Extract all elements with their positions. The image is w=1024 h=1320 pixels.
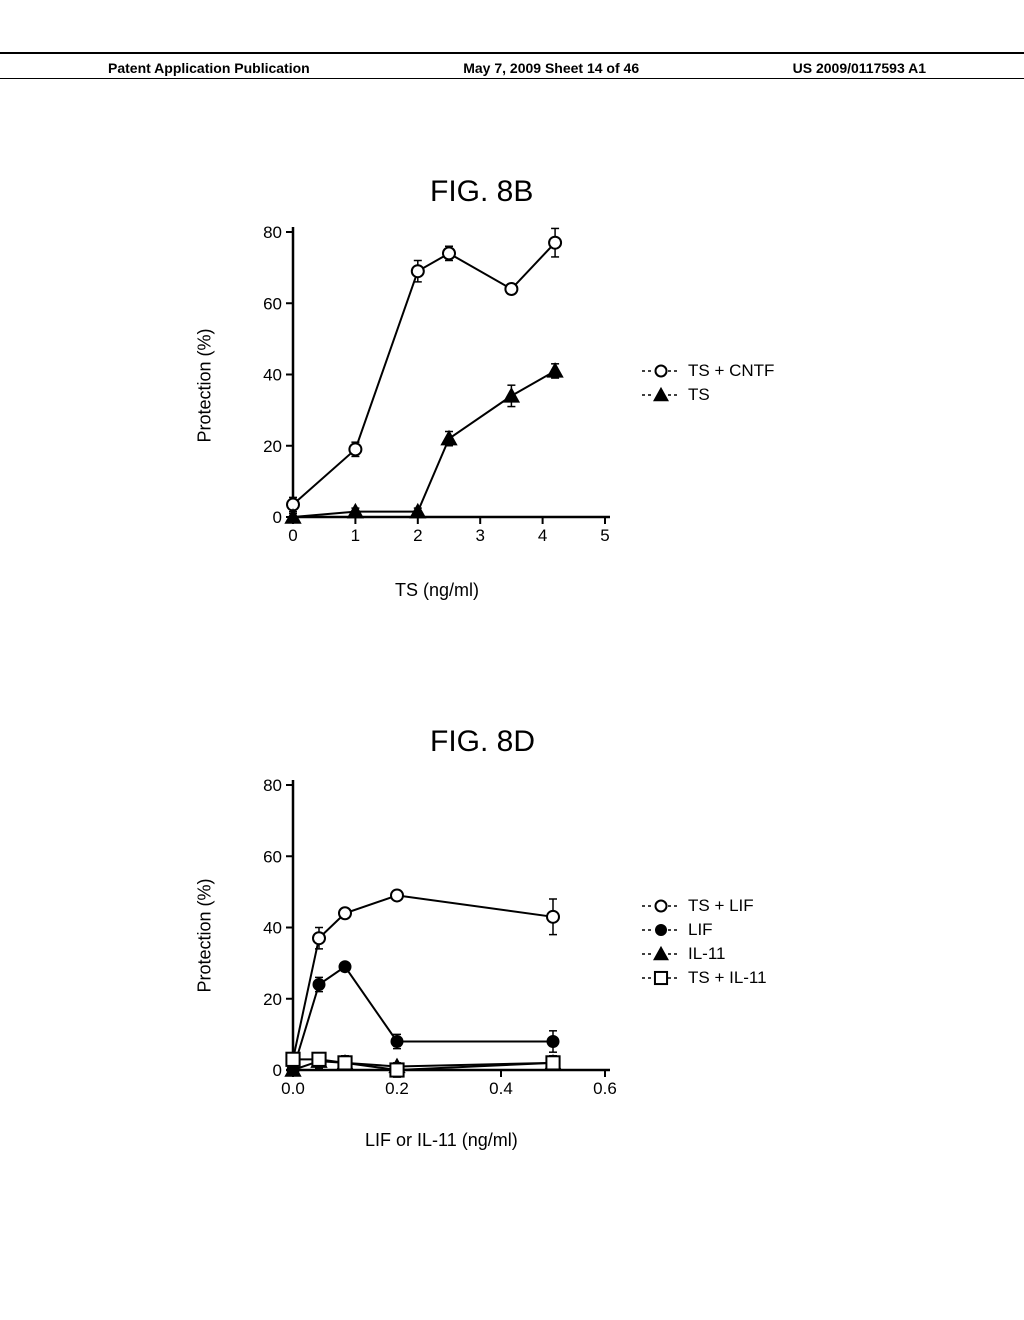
fig8b-xlabel: TS (ng/ml) bbox=[395, 580, 479, 601]
legend-marker-icon bbox=[640, 386, 682, 404]
svg-text:60: 60 bbox=[263, 847, 282, 866]
svg-text:60: 60 bbox=[263, 294, 282, 313]
header-rule bbox=[0, 78, 1024, 79]
legend-8b: TS + CNTF TS bbox=[640, 360, 774, 408]
svg-text:40: 40 bbox=[263, 366, 282, 385]
svg-text:20: 20 bbox=[263, 437, 282, 456]
legend-item: TS bbox=[640, 384, 774, 406]
page-header: Patent Application Publication May 7, 20… bbox=[0, 52, 1024, 76]
svg-text:3: 3 bbox=[475, 526, 484, 545]
header-center: May 7, 2009 Sheet 14 of 46 bbox=[463, 60, 639, 76]
legend-marker-icon bbox=[640, 921, 682, 939]
legend-label: IL-11 bbox=[688, 944, 726, 964]
svg-text:0.4: 0.4 bbox=[489, 1079, 513, 1098]
legend-label: TS + CNTF bbox=[688, 361, 774, 381]
legend-item: TS + LIF bbox=[640, 895, 767, 917]
legend-8d: TS + LIF LIF IL-11 TS + IL-11 bbox=[640, 895, 767, 991]
fig8d-xlabel: LIF or IL-11 (ng/ml) bbox=[365, 1130, 518, 1151]
legend-marker-icon bbox=[640, 969, 682, 987]
header-left: Patent Application Publication bbox=[108, 60, 310, 76]
chart-8d: 0 20 40 60 80 0.0 0.2 0.4 0.6 bbox=[255, 775, 625, 1120]
svg-text:0: 0 bbox=[288, 526, 297, 545]
svg-text:0: 0 bbox=[273, 1061, 282, 1080]
legend-label: TS + IL-11 bbox=[688, 968, 767, 988]
svg-text:0.2: 0.2 bbox=[385, 1079, 409, 1098]
svg-text:2: 2 bbox=[413, 526, 422, 545]
svg-text:4: 4 bbox=[538, 526, 547, 545]
header-right: US 2009/0117593 A1 bbox=[793, 60, 926, 76]
fig8b-ylabel: Protection (%) bbox=[195, 328, 216, 442]
svg-text:80: 80 bbox=[263, 776, 282, 795]
fig8d-ylabel: Protection (%) bbox=[195, 878, 216, 992]
legend-label: TS + LIF bbox=[688, 896, 754, 916]
legend-item: TS + CNTF bbox=[640, 360, 774, 382]
legend-label: LIF bbox=[688, 920, 713, 940]
svg-text:40: 40 bbox=[263, 919, 282, 938]
legend-marker-icon bbox=[640, 897, 682, 915]
chart-8d-svg: 0 20 40 60 80 0.0 0.2 0.4 0.6 bbox=[255, 775, 625, 1120]
chart-8b: 0 20 40 60 80 0 1 2 3 4 5 bbox=[255, 222, 625, 567]
svg-text:0.6: 0.6 bbox=[593, 1079, 617, 1098]
svg-text:0: 0 bbox=[273, 508, 282, 527]
svg-text:20: 20 bbox=[263, 990, 282, 1009]
legend-item: LIF bbox=[640, 919, 767, 941]
fig8b-title: FIG. 8B bbox=[430, 175, 533, 209]
fig8d-title: FIG. 8D bbox=[430, 725, 535, 759]
svg-text:5: 5 bbox=[600, 526, 609, 545]
svg-text:1: 1 bbox=[351, 526, 360, 545]
chart-8b-svg: 0 20 40 60 80 0 1 2 3 4 5 bbox=[255, 222, 625, 567]
svg-text:0.0: 0.0 bbox=[281, 1079, 305, 1098]
legend-label: TS bbox=[688, 385, 710, 405]
legend-marker-icon bbox=[640, 945, 682, 963]
legend-item: IL-11 bbox=[640, 943, 767, 965]
svg-text:80: 80 bbox=[263, 223, 282, 242]
legend-item: TS + IL-11 bbox=[640, 967, 767, 989]
legend-marker-icon bbox=[640, 362, 682, 380]
